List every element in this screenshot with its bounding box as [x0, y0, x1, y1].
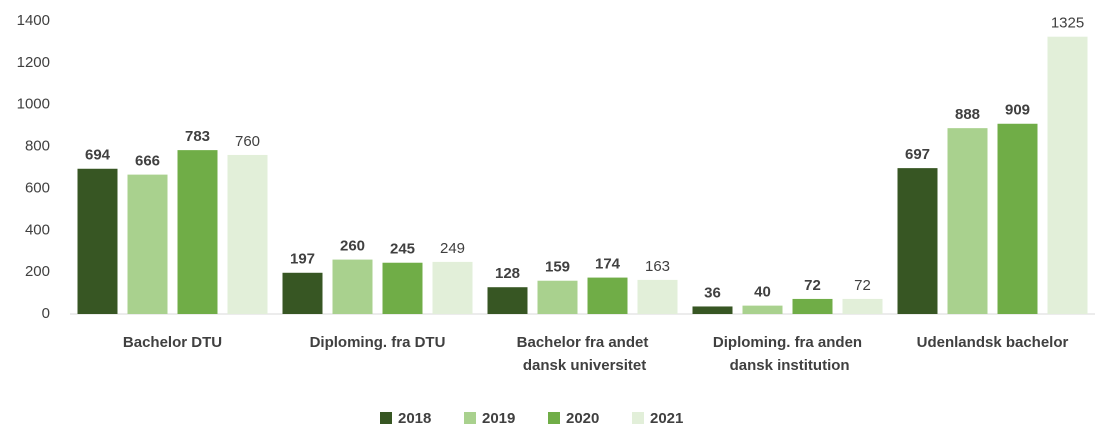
bar [127, 174, 168, 314]
legend-swatch [380, 412, 392, 424]
bar [177, 150, 218, 314]
bar [282, 272, 323, 314]
data-label: 245 [390, 241, 415, 258]
bar [77, 168, 118, 314]
data-label: 1325 [1051, 15, 1084, 32]
data-label: 197 [290, 251, 315, 268]
y-tick-label: 0 [42, 305, 50, 322]
data-label: 694 [85, 147, 111, 164]
bar [842, 298, 883, 314]
y-tick-label: 1400 [17, 12, 50, 29]
legend-label: 2021 [650, 410, 683, 427]
legend-label: 2020 [566, 410, 599, 427]
data-label: 909 [1005, 102, 1030, 119]
bar [692, 306, 733, 314]
bar [637, 279, 678, 314]
data-label: 72 [804, 277, 821, 294]
legend-swatch [464, 412, 476, 424]
bar [897, 168, 938, 314]
bar [997, 123, 1038, 315]
data-label: 888 [955, 106, 980, 123]
bar [947, 128, 988, 314]
bar [227, 154, 268, 314]
label-line: dansk universitet [519, 357, 647, 374]
x-tick-label: Udenlandsk bachelor [917, 334, 1069, 351]
x-tick-label: Diploming. fra DTU [310, 334, 446, 351]
legend-label: 2018 [398, 410, 431, 427]
data-label: 159 [545, 259, 570, 276]
x-tick-label: Diploming. fra anden dansk institution [713, 334, 862, 374]
bar [487, 287, 528, 314]
bar [382, 262, 423, 314]
y-tick-label: 800 [25, 138, 50, 155]
data-label: 174 [595, 256, 621, 273]
bar [332, 259, 373, 314]
data-label: 72 [854, 277, 871, 294]
bar [587, 277, 628, 314]
data-label: 697 [905, 146, 930, 163]
y-tick-label: 1200 [17, 54, 50, 71]
data-label: 249 [440, 240, 465, 257]
x-tick-label: Bachelor DTU [123, 334, 222, 351]
y-tick-label: 600 [25, 179, 50, 196]
y-tick-label: 200 [25, 263, 50, 280]
label-line: dansk institution [725, 357, 849, 374]
data-label: 163 [645, 258, 670, 275]
data-label: 666 [135, 153, 160, 170]
data-label: 36 [704, 284, 721, 301]
data-label: 260 [340, 238, 365, 255]
legend-swatch [548, 412, 560, 424]
y-tick-label: 1000 [17, 96, 50, 113]
legend-swatch [632, 412, 644, 424]
y-tick-label: 400 [25, 221, 50, 238]
bar [742, 305, 783, 314]
bar [792, 298, 833, 314]
x-tick-label: Bachelor fra andet dansk universitet [517, 334, 649, 374]
label-line: Bachelor fra andet [517, 334, 649, 351]
legend-label: 2019 [482, 410, 515, 427]
data-label: 40 [754, 284, 771, 301]
label-line: Diploming. fra anden [713, 334, 862, 351]
bar [1047, 36, 1088, 314]
bar [432, 261, 473, 314]
data-label: 128 [495, 265, 520, 282]
data-label: 760 [235, 133, 260, 150]
bar [537, 280, 578, 314]
data-label: 783 [185, 128, 210, 145]
